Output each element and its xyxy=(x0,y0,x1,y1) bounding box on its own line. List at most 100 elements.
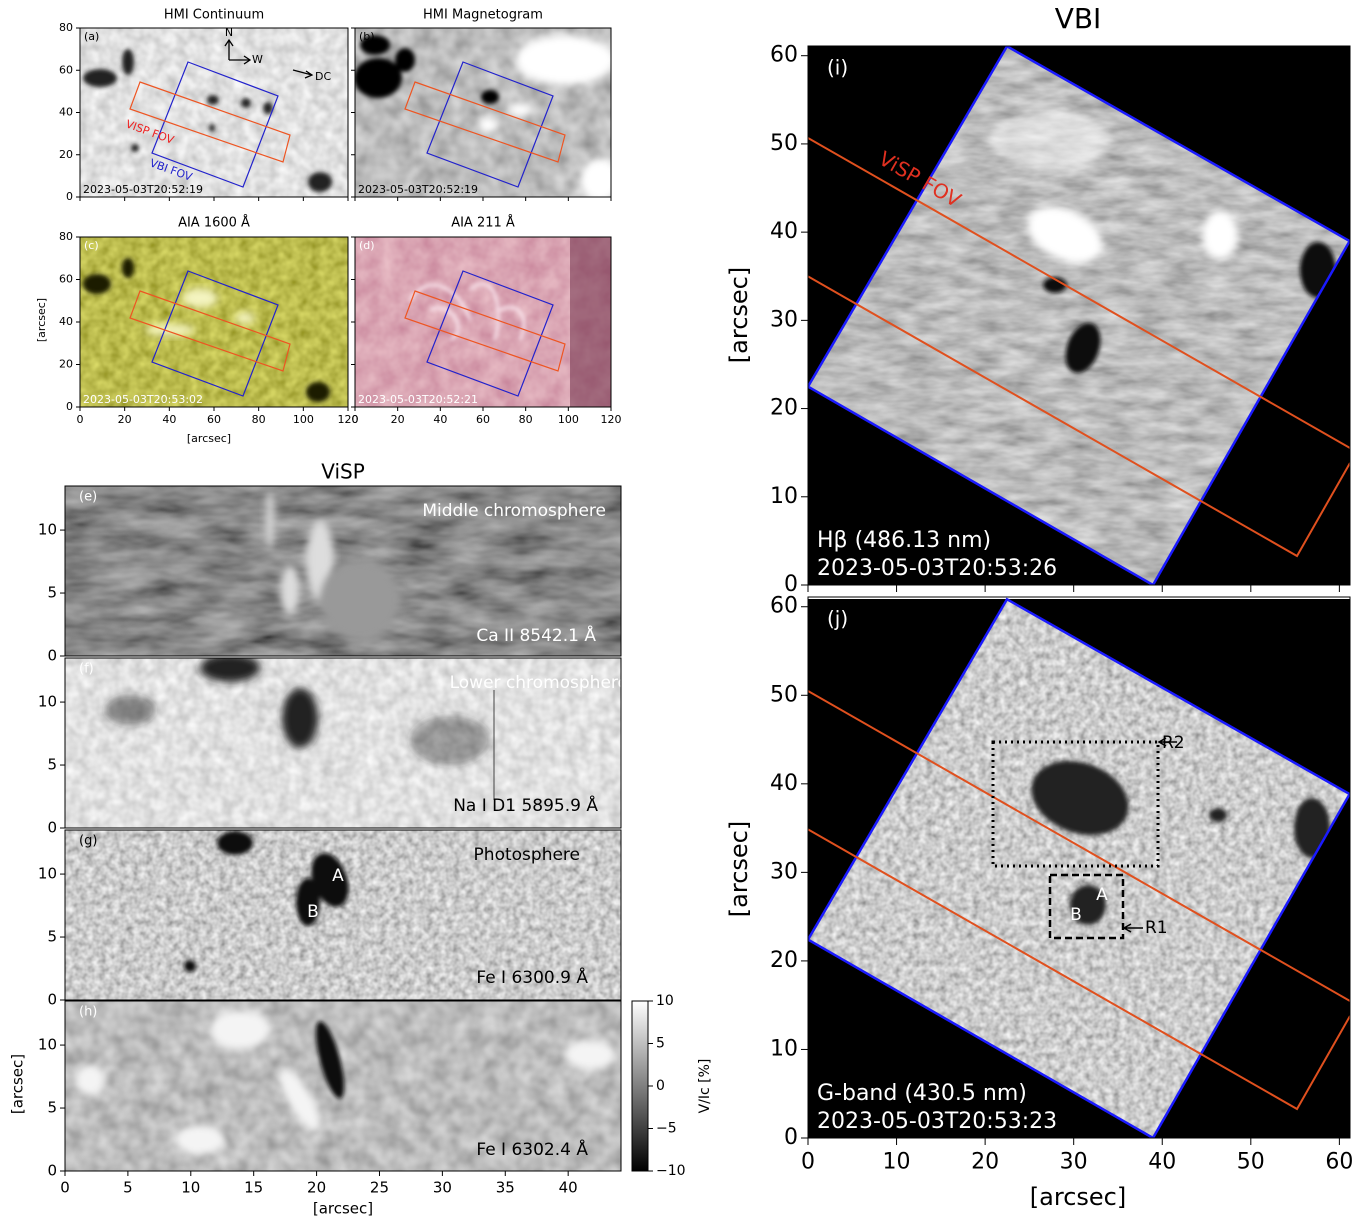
page: N W DC VISP FOV VBI FOV HMI Continuum HM… xyxy=(0,0,1369,1221)
timestamp: 2023-05-03T20:53:26 xyxy=(817,556,1057,581)
y-tick-label: 10 xyxy=(38,693,57,711)
y-tick-label: 10 xyxy=(38,1036,57,1054)
x-tick-label: 30 xyxy=(433,1179,452,1197)
y-tick-label: 0 xyxy=(66,400,73,413)
y-tick-label: 5 xyxy=(47,756,57,774)
colorbar-tick-label: −10 xyxy=(656,1163,686,1179)
y-tick-label: 0 xyxy=(47,819,57,837)
x-tick-label: 35 xyxy=(496,1179,515,1197)
y-axis-label: [arcsec] xyxy=(9,1054,27,1114)
y-tick-label: 5 xyxy=(47,1099,57,1117)
colorbar xyxy=(632,1001,648,1171)
image-aia-211 xyxy=(355,237,611,407)
x-tick-label: 25 xyxy=(370,1179,389,1197)
x-tick-label: 20 xyxy=(307,1179,326,1197)
y-tick-label: 60 xyxy=(59,63,73,76)
x-tick-label: 40 xyxy=(162,413,176,426)
timestamp: 2023-05-03T20:52:21 xyxy=(358,393,478,406)
spot-label: B xyxy=(1070,905,1082,925)
x-tick-label: 100 xyxy=(558,413,579,426)
region-label: R1 xyxy=(1145,918,1168,938)
x-tick-label: 20 xyxy=(391,413,405,426)
y-tick-label: 40 xyxy=(770,219,798,244)
panel-title: HMI Continuum xyxy=(164,8,264,23)
region-label: R2 xyxy=(1162,733,1185,753)
x-tick-label: 60 xyxy=(207,413,221,426)
line-label: Na I D1 5895.9 Å xyxy=(453,794,598,816)
image-hmi-continuum xyxy=(80,28,348,197)
x-tick-label: 40 xyxy=(1148,1150,1176,1175)
x-axis-label: [arcsec] xyxy=(313,1200,373,1218)
y-tick-label: 0 xyxy=(47,647,57,665)
panel-letter: (e) xyxy=(79,490,97,505)
x-tick-label: 80 xyxy=(252,413,266,426)
y-tick-label: 20 xyxy=(59,358,73,371)
band-label: Hβ (486.13 nm) xyxy=(817,528,991,553)
image-vbi-hbeta xyxy=(808,46,1350,585)
y-tick-label: 40 xyxy=(59,315,73,328)
colorbar-label: V/Ic [%] xyxy=(697,1059,713,1114)
image-vbi-gband xyxy=(808,599,1350,1138)
disk-center-label: DC xyxy=(315,70,331,83)
y-tick-label: 20 xyxy=(59,148,73,161)
x-tick-label: 100 xyxy=(293,413,314,426)
y-tick-label: 10 xyxy=(770,1036,798,1061)
y-tick-label: 30 xyxy=(770,307,798,332)
x-tick-label: 0 xyxy=(801,1150,815,1175)
y-tick-label: 40 xyxy=(770,771,798,796)
x-tick-label: 0 xyxy=(77,413,84,426)
compass-west: W xyxy=(252,53,263,66)
x-tick-label: 20 xyxy=(118,413,132,426)
x-axis-label: [arcsec] xyxy=(1030,1183,1126,1211)
y-tick-label: 60 xyxy=(770,43,798,68)
spot-label: B xyxy=(307,902,319,922)
group-title: VBI xyxy=(1055,2,1102,35)
colorbar-tick-label: −5 xyxy=(656,1121,677,1137)
colorbar-tick-label: 5 xyxy=(656,1036,665,1052)
y-tick-label: 0 xyxy=(47,991,57,1009)
y-tick-label: 80 xyxy=(59,230,73,243)
band-label: G-band (430.5 nm) xyxy=(817,1081,1027,1106)
image-aia-1600 xyxy=(80,237,348,407)
panel-letter: (i) xyxy=(827,56,848,80)
y-axis-label: [arcsec] xyxy=(725,267,753,363)
colorbar-tick-label: 0 xyxy=(656,1078,665,1094)
spot-label: A xyxy=(1096,885,1108,905)
panel-title: HMI Magnetogram xyxy=(423,8,543,23)
panel-letter: (a) xyxy=(84,30,99,43)
x-tick-label: 40 xyxy=(559,1179,578,1197)
x-tick-label: 30 xyxy=(1060,1150,1088,1175)
y-tick-label: 0 xyxy=(47,1162,57,1180)
x-tick-label: 80 xyxy=(519,413,533,426)
layer-label: Middle chromosphere xyxy=(422,501,606,521)
y-tick-label: 80 xyxy=(59,21,73,34)
spot-label: A xyxy=(332,866,344,886)
panel-letter: (c) xyxy=(84,239,99,252)
y-tick-label: 5 xyxy=(47,584,57,602)
figure: N W DC VISP FOV VBI FOV HMI Continuum HM… xyxy=(0,0,1369,1221)
panel-letter: (b) xyxy=(359,30,375,43)
group-title: ViSP xyxy=(321,460,365,484)
y-axis-label: [arcsec] xyxy=(725,821,753,917)
colorbar-tick-label: 10 xyxy=(656,993,674,1009)
timestamp: 2023-05-03T20:53:02 xyxy=(83,393,203,406)
y-tick-label: 40 xyxy=(59,106,73,119)
y-axis-label: [arcsec] xyxy=(35,298,48,342)
line-label: Fe I 6302.4 Å xyxy=(476,1138,588,1160)
y-tick-label: 60 xyxy=(59,273,73,286)
x-tick-label: 40 xyxy=(433,413,447,426)
x-tick-label: 0 xyxy=(352,413,359,426)
y-tick-label: 10 xyxy=(38,521,57,539)
y-tick-label: 20 xyxy=(770,948,798,973)
panel-letter: (h) xyxy=(79,1005,97,1020)
x-tick-label: 120 xyxy=(601,413,622,426)
layer-label: Lower chromosphere xyxy=(450,673,628,693)
y-tick-label: 0 xyxy=(66,190,73,203)
y-tick-label: 60 xyxy=(770,594,798,619)
panel-letter: (j) xyxy=(827,607,848,631)
y-tick-label: 0 xyxy=(784,1125,798,1150)
x-tick-label: 60 xyxy=(1325,1150,1353,1175)
panel-letter: (d) xyxy=(359,239,375,252)
line-label: Ca II 8542.1 Å xyxy=(476,624,596,646)
y-tick-label: 50 xyxy=(770,682,798,707)
